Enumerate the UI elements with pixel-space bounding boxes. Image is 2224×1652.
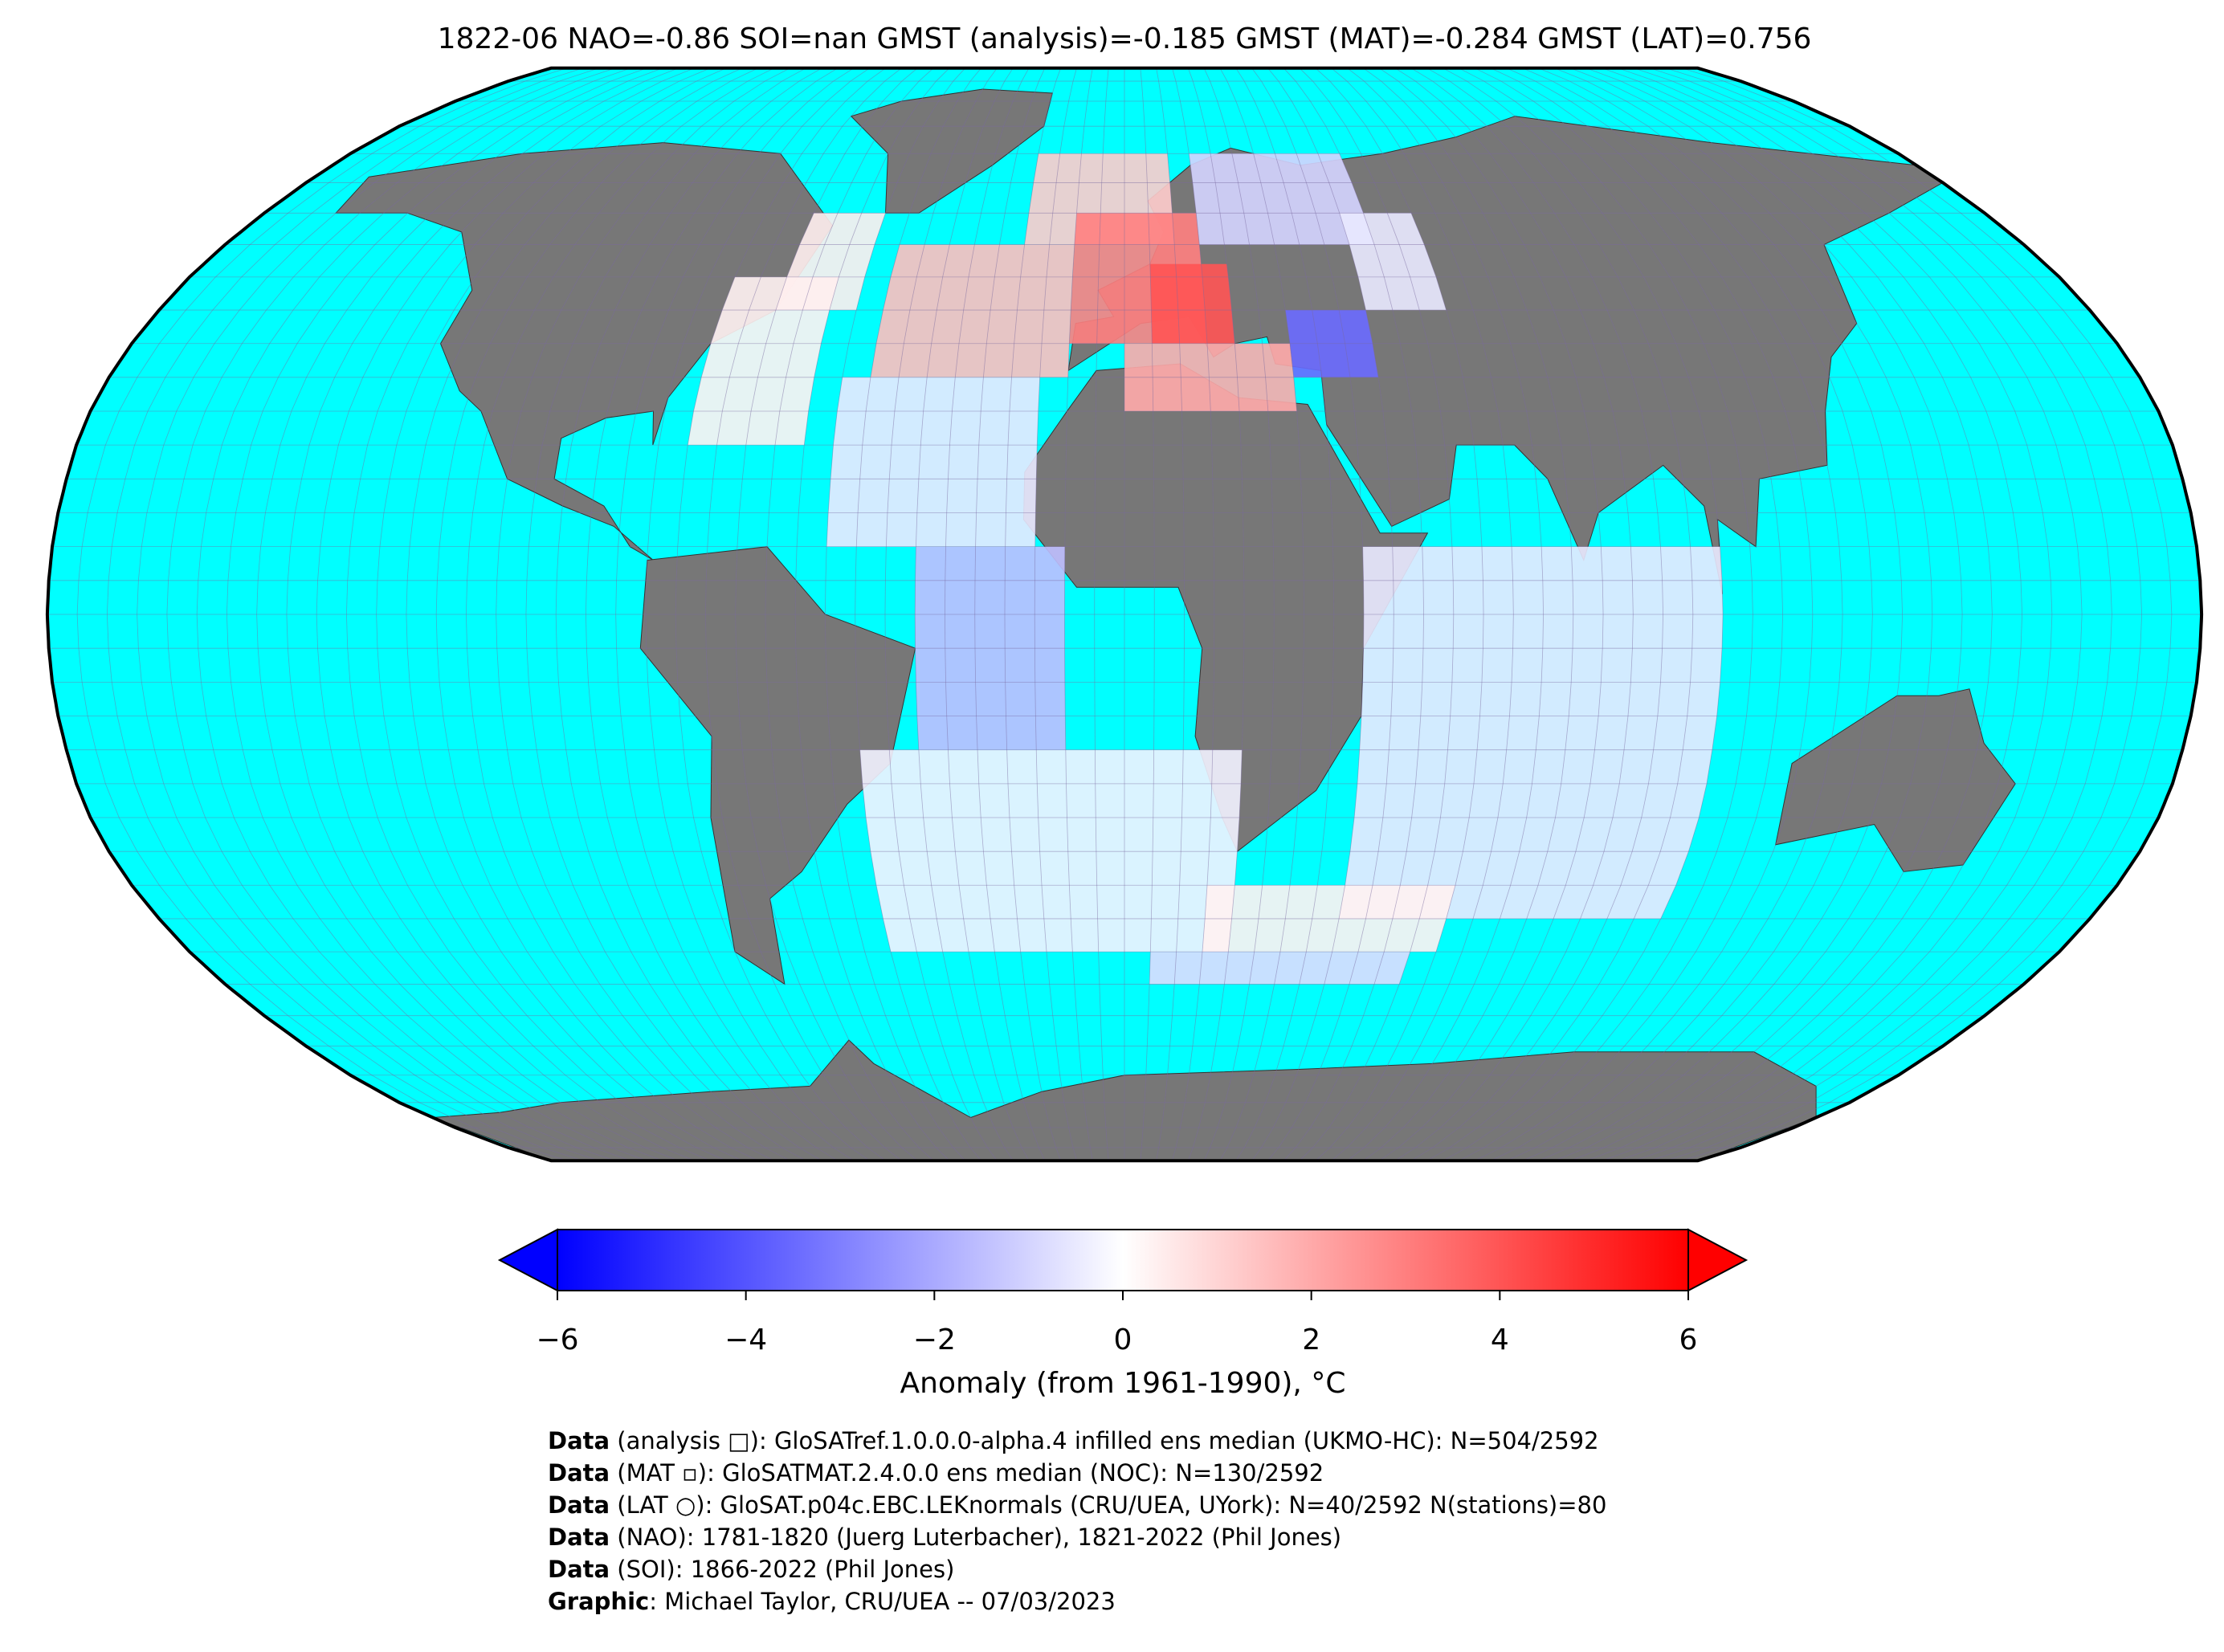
colorbar-tick-label: 4 [1491, 1324, 1509, 1356]
colorbar-label: Anomaly (from 1961-1990), °C [900, 1367, 1346, 1400]
anomaly-cell [776, 213, 886, 311]
colorbar: −6 −4 −2 0 2 4 6 Anomaly (from 1961-1990), °C [497, 1228, 1749, 1400]
credit-text: (SOI): 1866-2022 (Phil Jones) [610, 1556, 954, 1583]
colorbar-gradient [557, 1229, 1689, 1291]
map-border [45, 66, 2204, 1163]
credit-bold: Data [548, 1524, 610, 1551]
credit-bold: Data [548, 1459, 610, 1487]
credit-bold: Data [548, 1556, 610, 1583]
graticule [47, 67, 2202, 1161]
colorbar-tick-label: −4 [724, 1324, 767, 1356]
anomaly-cell [870, 244, 1075, 377]
credit-text: (NAO): 1781-1820 (Juerg Luterbacher), 18… [610, 1524, 1341, 1551]
colorbar-tick-label: 2 [1302, 1324, 1320, 1356]
anomaly-cell [826, 377, 1040, 547]
credit-text: (analysis □): GloSATref.1.0.0.0-alpha.4 … [610, 1427, 1598, 1454]
colorbar-tick-label: −2 [913, 1324, 956, 1356]
title: 1822-06 NAO=-0.86 SOI=nan GMST (analysis… [438, 22, 1812, 55]
colorbar-tick-label: 0 [1114, 1324, 1132, 1356]
credit-line: Data (MAT ▫): GloSATMAT.2.4.0.0 ens medi… [548, 1459, 1324, 1487]
anomaly-cell [859, 749, 1243, 952]
colorbar-tick-label: 6 [1679, 1324, 1698, 1356]
credit-text: (LAT ○): GloSAT.p04c.EBC.LEKnormals (CRU… [610, 1491, 1606, 1519]
colorbar-tick-label: −6 [536, 1324, 578, 1356]
anomaly-cell [1149, 263, 1235, 344]
credit-bold: Data [548, 1427, 610, 1454]
credit-line: Data (SOI): 1866-2022 (Phil Jones) [548, 1556, 954, 1583]
credit-text: : Michael Taylor, CRU/UEA -- 07/03/2023 [649, 1588, 1116, 1615]
credit-bold: Graphic [548, 1588, 649, 1615]
map [47, 67, 2202, 1161]
credit-text: (MAT ▫): GloSATMAT.2.4.0.0 ens median (N… [610, 1459, 1324, 1487]
credit-line: Graphic: Michael Taylor, CRU/UEA -- 07/0… [548, 1588, 1116, 1615]
credit-line: Data (LAT ○): GloSAT.p04c.EBC.LEKnormals… [548, 1491, 1606, 1519]
anomaly-cell [1339, 213, 1447, 311]
anomaly-cell [688, 276, 839, 446]
credits: Data (analysis □): GloSATref.1.0.0.0-alp… [548, 1427, 1606, 1615]
anomaly-cell [1189, 153, 1375, 245]
credit-line: Data (NAO): 1781-1820 (Juerg Luterbacher… [548, 1524, 1341, 1551]
extend-high [1687, 1228, 1749, 1292]
credit-bold: Data [548, 1491, 610, 1519]
anomaly-cell [1339, 546, 1724, 919]
credit-line: Data (analysis □): GloSATref.1.0.0.0-alp… [548, 1427, 1599, 1454]
anomaly-cell [1149, 952, 1410, 985]
extend-low [497, 1228, 558, 1292]
